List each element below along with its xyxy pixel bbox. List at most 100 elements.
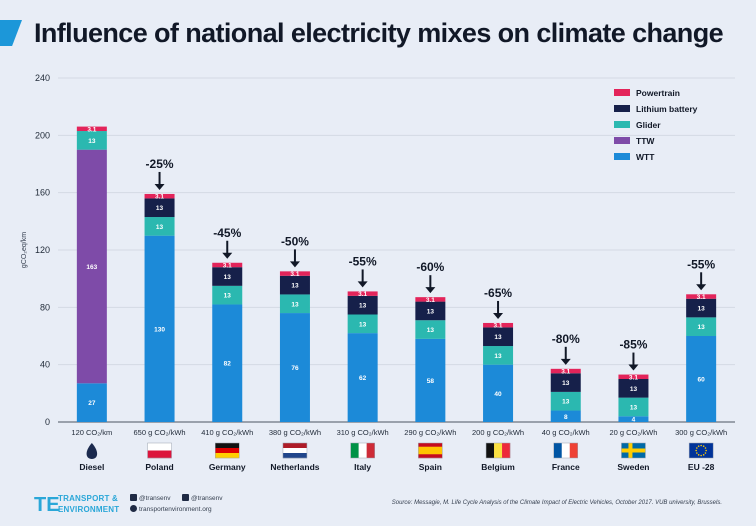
bar-segment [618,374,649,379]
germany-flag-icon-part [215,442,240,459]
reduction-label: -50% [281,234,309,248]
bar-value-label: 13 [427,327,435,334]
legend-swatch [614,121,630,128]
bar-value-label: 13 [562,399,570,406]
netherlands-flag-icon [282,442,308,459]
bar-value-label: 3.1 [697,294,706,301]
bar-segment [279,275,310,295]
twitter-link[interactable]: @transenv [130,494,171,502]
poland-flag-icon-part [147,443,172,451]
footer: TE TRANSPORT & ENVIRONMENT @transenv @tr… [0,486,756,526]
bar-segment [550,391,581,411]
spain-flag-icon-part [418,442,443,459]
reduction-arrowhead [425,287,436,294]
bar-value-label: 13 [630,386,638,393]
bar-segment [144,198,175,218]
bar-value-label: 13 [494,334,502,341]
reduction-arrowhead [696,284,707,291]
x-tick-label: 40 g CO₂/kWh [542,428,590,437]
bar-segment [144,235,175,422]
bar-value-label: 13 [359,321,367,328]
bar-value-label: 3.1 [87,126,96,133]
y-tick-label: 120 [35,245,50,255]
sweden-flag-icon [621,442,646,459]
bar-value-label: 3.1 [494,323,503,330]
legend-label: WTT [636,152,655,162]
eu-flag-icon [688,442,714,459]
bar-value-label: 8 [564,414,568,421]
eu-flag-icon-part [697,454,700,456]
bar-value-label: 62 [359,375,367,382]
eu-flag-icon-part [704,452,707,454]
spain-flag-icon [418,442,443,459]
bar-value-label: 13 [494,353,502,360]
bar-value-label: 13 [224,274,232,281]
reduction-arrowhead [357,281,368,288]
bar-value-label: 13 [88,138,96,145]
reduction-arrowhead [222,252,233,259]
reduction-label: -45% [213,226,241,240]
poland-flag-icon [147,442,172,459]
y-tick-label: 240 [35,73,50,83]
bar-segment [279,294,310,314]
sweden-flag-icon-part [628,443,633,458]
france-flag-icon-part [569,443,578,458]
belgium-flag-icon [485,442,511,459]
y-tick-label: 40 [40,360,50,370]
belgium-flag-icon-part [486,443,495,458]
chart: 0 40 80 120 160 200 240 gCO₂eq/km 27 163 13 3.1 130 1… [21,73,735,472]
legend-label: TTW [636,136,655,146]
bar-segment [212,267,243,286]
bar-segment [483,346,514,365]
organization-logo[interactable]: TE TRANSPORT & ENVIRONMENT [34,492,144,520]
germany-flag-icon-part [215,453,240,459]
bar-segment [618,416,649,422]
reduction-arrowhead [560,358,571,365]
website-link[interactable]: transportenvironment.org [130,505,212,513]
bar-segment [144,217,175,236]
bar-segment [212,285,243,305]
bar-segment [212,304,243,422]
italy-flag-icon-part [366,443,375,458]
bar-value-label: 3.1 [629,374,638,381]
sweden-flag-icon-part [621,448,646,453]
bar-segment [415,338,446,422]
x-tick-label: 380 g CO₂/kWh [269,428,321,437]
eu-flag-icon-part [696,447,698,449]
eu-flag-icon-part [702,445,705,447]
reduction-label: -65% [484,286,512,300]
page-title: Influence of national electricity mixes … [34,18,724,48]
eu-flag-icon-part [696,452,698,454]
globe-icon [130,505,137,512]
bar-segment [686,298,717,318]
x-tick-label: 300 g CO₂/kWh [675,428,727,437]
reduction-arrowhead [493,312,504,319]
bar-segment [347,333,378,422]
spain-flag-icon-part [418,443,443,447]
reduction-arrowhead [154,183,165,190]
spain-flag-icon-part [418,450,443,455]
sweden-flag-icon-part [621,442,646,459]
website-url: transportenvironment.org [139,506,212,513]
legend-label: Glider [636,120,661,130]
y-tick-label: 200 [35,130,50,140]
bar-segment [415,301,446,321]
bar-value-label: 13 [224,293,232,300]
france-flag-icon-part [553,443,562,458]
y-tick-label: 80 [40,302,50,312]
eu-flag-icon-part [697,445,700,447]
country-label: Sweden [617,462,649,472]
eu-flag-icon-part [688,442,714,459]
bar-segment [212,262,243,268]
x-tick-label: 310 g CO₂/kWh [337,428,389,437]
bar-segment [483,364,514,422]
belgium-flag-icon-part [502,443,511,458]
eu-flag-icon-part [704,447,707,449]
eu-flag-icon-part [705,449,707,452]
reduction-arrowhead [628,364,639,371]
x-tick-label: 650 g CO₂/kWh [133,428,185,437]
y-tick-label: 160 [35,188,50,198]
bar-value-label: 13 [562,380,570,387]
netherlands-flag-icon-part [282,443,307,449]
facebook-link[interactable]: @transenv [182,494,223,502]
